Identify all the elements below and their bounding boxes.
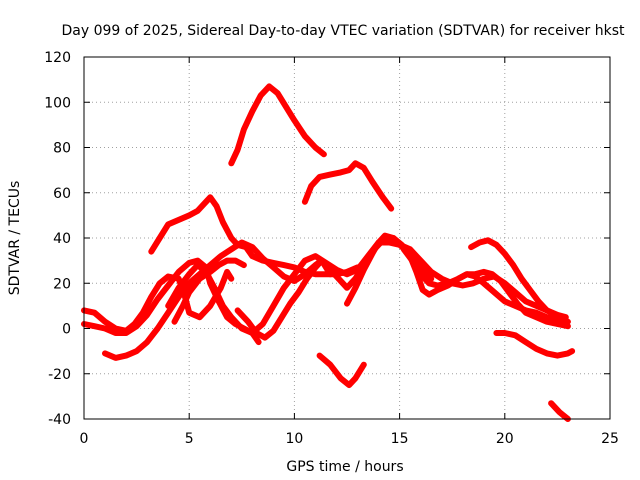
x-axis-label: GPS time / hours (286, 459, 403, 475)
series-track-p (548, 400, 571, 422)
x-tick-labels: 0 5 10 15 20 25 (80, 431, 619, 447)
series-track-i (171, 257, 247, 325)
x-tick-label: 25 (601, 431, 619, 447)
x-tick-label: 10 (285, 431, 303, 447)
series-track-e (81, 268, 235, 334)
axis-ticks (83, 56, 611, 420)
y-tick-label: 100 (44, 95, 71, 111)
y-tick-label: 40 (53, 231, 71, 247)
series-track-o (493, 330, 576, 359)
series-track-b (228, 83, 327, 167)
series-track-d (316, 352, 367, 389)
series-track-l (396, 241, 569, 321)
series-track-m (400, 246, 571, 330)
y-tick-label: -20 (48, 367, 71, 383)
x-tick-label: 0 (80, 431, 89, 447)
x-tick-label: 20 (496, 431, 514, 447)
y-tick-label: 0 (62, 322, 71, 338)
x-tick-label: 5 (185, 431, 194, 447)
y-axis-label: SDTVAR / TECUs (7, 181, 23, 296)
y-tick-label: 20 (53, 276, 71, 292)
y-tick-labels: -40 -20 0 20 40 60 80 100 120 (44, 50, 71, 428)
y-tick-label: 60 (53, 186, 71, 202)
chart-title: Day 099 of 2025, Sidereal Day-to-day VTE… (62, 23, 625, 39)
series-track-n (468, 237, 571, 325)
series-track-c (301, 160, 395, 212)
series-track-g (102, 239, 334, 361)
data-series (81, 83, 576, 422)
x-tick-label: 15 (391, 431, 409, 447)
y-tick-label: 120 (44, 50, 71, 66)
y-tick-label: 80 (53, 141, 71, 157)
y-tick-label: -40 (48, 412, 71, 428)
